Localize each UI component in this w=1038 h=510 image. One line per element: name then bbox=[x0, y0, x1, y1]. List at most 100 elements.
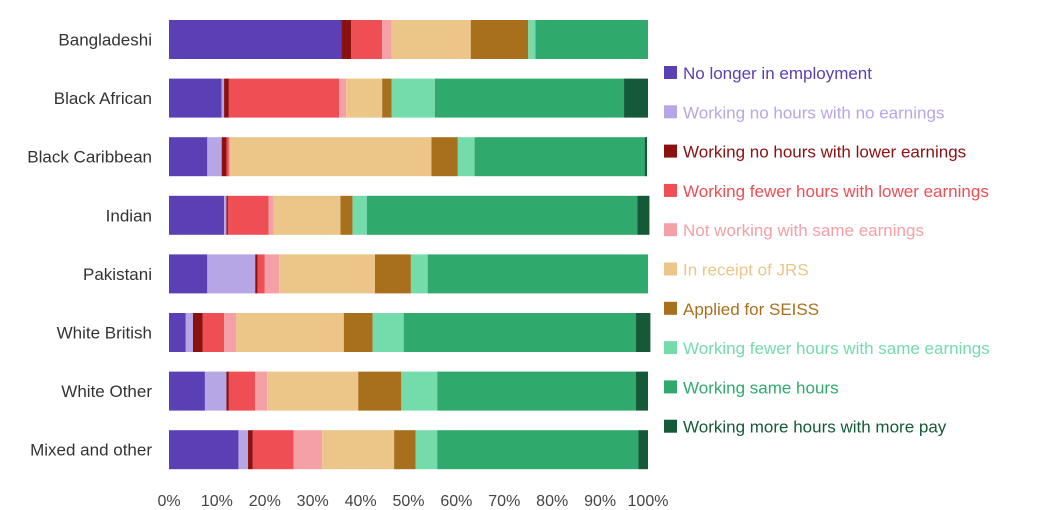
bar-black-african-working-same-hours bbox=[434, 78, 625, 118]
bar-mixed-and-other-not-working-with-same-earnings bbox=[293, 430, 323, 470]
bar-mixed-and-other-no-longer-in-employment bbox=[169, 430, 239, 470]
bar-pakistani-not-working-with-same-earnings bbox=[264, 254, 280, 294]
bar-black-caribbean-working-same-hours bbox=[474, 137, 645, 177]
legend-label-working-no-hours-with-lower-earnings: Working no hours with lower earnings bbox=[683, 143, 966, 162]
bar-black-african-not-working-with-same-earnings bbox=[339, 78, 347, 118]
bar-black-caribbean-working-more-hours-with-more-pay bbox=[644, 137, 648, 177]
category-label: Black Caribbean bbox=[27, 148, 152, 167]
x-tick-label: 30% bbox=[297, 493, 329, 510]
category-label: Black African bbox=[54, 89, 152, 108]
bar-black-caribbean-applied-for-seiss bbox=[431, 137, 458, 177]
x-tick-label: 50% bbox=[392, 493, 424, 510]
bar-white-british-working-same-hours bbox=[403, 313, 637, 352]
x-tick-label: 60% bbox=[440, 493, 472, 510]
category-label: Bangladeshi bbox=[58, 31, 152, 50]
bar-black-african-working-fewer-hours-with-lower-earnings bbox=[228, 78, 340, 118]
bar-mixed-and-other-applied-for-seiss bbox=[394, 430, 416, 470]
bar-black-caribbean-working-no-hours-with-lower-earnings bbox=[221, 137, 227, 177]
category-label: White British bbox=[57, 324, 152, 343]
bar-white-other-working-fewer-hours-with-lower-earnings bbox=[228, 371, 256, 411]
bar-white-british-not-working-with-same-earnings bbox=[224, 313, 237, 352]
bar-mixed-and-other-in-receipt-of-jrs bbox=[322, 430, 395, 470]
bar-indian-in-receipt-of-jrs bbox=[273, 195, 341, 235]
legend-swatch-working-same-hours bbox=[664, 380, 677, 394]
bar-white-british-in-receipt-of-jrs bbox=[236, 313, 344, 352]
bar-white-other-no-longer-in-employment bbox=[169, 371, 205, 411]
category-labels: Bangladeshi Black African Black Caribbean I… bbox=[27, 31, 152, 460]
bar-white-other-applied-for-seiss bbox=[358, 371, 402, 411]
bar-bangladeshi-no-longer-in-employment bbox=[169, 20, 342, 59]
x-tick-label: 80% bbox=[536, 493, 568, 510]
bar-indian-working-no-hours-with-no-earnings bbox=[224, 195, 227, 235]
bar-bangladeshi-not-working-with-same-earnings bbox=[382, 20, 392, 59]
legend-swatch-applied-for-seiss bbox=[664, 301, 677, 315]
x-axis-ticks: 0% 10% 20% 30% 40% 50% 60% 70% 80% 90% 100% bbox=[157, 493, 668, 510]
bar-black-african-in-receipt-of-jrs bbox=[346, 78, 383, 118]
legend-swatch-no-longer-in-employment bbox=[664, 66, 677, 79]
bar-pakistani-working-no-hours-with-no-earnings bbox=[207, 254, 256, 294]
bar-pakistani-working-no-hours-with-lower-earnings bbox=[255, 254, 258, 294]
x-tick-label: 90% bbox=[584, 493, 616, 510]
legend-swatch-working-fewer-hours-with-same-earnings bbox=[664, 341, 677, 355]
legend-swatch-working-more-hours-with-more-pay bbox=[664, 419, 677, 433]
bar-black-african-working-no-hours-with-lower-earnings bbox=[224, 78, 229, 118]
bar-pakistani-in-receipt-of-jrs bbox=[279, 254, 375, 294]
bar-white-other-working-same-hours bbox=[437, 371, 637, 411]
bar-bangladeshi-working-same-hours bbox=[535, 20, 648, 59]
bar-white-british-working-no-hours-with-no-earnings bbox=[185, 313, 193, 352]
category-label: Indian bbox=[106, 206, 152, 225]
legend-label-no-longer-in-employment: No longer in employment bbox=[683, 64, 872, 83]
bar-pakistani-applied-for-seiss bbox=[374, 254, 411, 294]
bar-indian-working-fewer-hours-with-lower-earnings bbox=[227, 195, 269, 235]
bar-black-african-working-no-hours-with-no-earnings bbox=[221, 78, 225, 118]
bar-mixed-and-other-working-fewer-hours-with-lower-earnings bbox=[252, 430, 294, 470]
bar-mixed-and-other-working-more-hours-with-more-pay bbox=[638, 430, 648, 470]
x-tick-label: 20% bbox=[249, 493, 281, 510]
x-tick-label: 0% bbox=[157, 493, 180, 510]
legend-label-applied-for-seiss: Applied for SEISS bbox=[683, 300, 819, 319]
category-label: White Other bbox=[61, 382, 152, 401]
bar-white-other-not-working-with-same-earnings bbox=[255, 371, 268, 411]
bar-white-british-working-fewer-hours-with-lower-earnings bbox=[202, 313, 225, 352]
legend-label-in-receipt-of-jrs: In receipt of JRS bbox=[683, 261, 809, 280]
legend-label-working-same-hours: Working same hours bbox=[683, 378, 839, 397]
bar-mixed-and-other-working-no-hours-with-no-earnings bbox=[238, 430, 249, 470]
legend-label-working-more-hours-with-more-pay: Working more hours with more pay bbox=[683, 418, 947, 437]
bar-bangladeshi-applied-for-seiss bbox=[470, 20, 529, 59]
bar-indian-working-same-hours bbox=[366, 195, 638, 235]
bar-black-caribbean-in-receipt-of-jrs bbox=[230, 137, 432, 177]
bar-mixed-and-other-working-no-hours-with-lower-earnings bbox=[248, 430, 253, 470]
bar-white-british-applied-for-seiss bbox=[343, 313, 373, 352]
legend-swatch-in-receipt-of-jrs bbox=[664, 262, 677, 276]
bars-layer bbox=[169, 20, 651, 470]
legend: No longer in employment Working no hours … bbox=[664, 64, 990, 437]
bar-black-african-working-fewer-hours-with-same-earnings bbox=[391, 78, 435, 118]
bar-indian-not-working-with-same-earnings bbox=[268, 195, 274, 235]
bar-white-other-working-more-hours-with-more-pay bbox=[636, 371, 648, 411]
bar-mixed-and-other-working-fewer-hours-with-same-earnings bbox=[415, 430, 438, 470]
bar-black-african-no-longer-in-employment bbox=[169, 78, 222, 118]
bar-white-other-working-fewer-hours-with-same-earnings bbox=[401, 371, 438, 411]
legend-swatch-not-working-with-same-earnings bbox=[664, 223, 677, 237]
bar-indian-no-longer-in-employment bbox=[169, 195, 225, 235]
legend-label-working-fewer-hours-with-same-earnings: Working fewer hours with same earnings bbox=[683, 339, 990, 358]
bar-white-other-working-no-hours-with-lower-earnings bbox=[226, 371, 229, 411]
bar-black-caribbean-working-no-hours-with-no-earnings bbox=[207, 137, 222, 177]
bar-indian-working-no-hours-with-lower-earnings bbox=[226, 195, 228, 235]
bar-white-british-working-no-hours-with-lower-earnings bbox=[192, 313, 203, 352]
category-label: Mixed and other bbox=[30, 441, 152, 460]
bar-white-british-no-longer-in-employment bbox=[169, 313, 186, 352]
legend-label-working-fewer-hours-with-lower-earnings: Working fewer hours with lower earnings bbox=[683, 182, 989, 201]
bar-bangladeshi-in-receipt-of-jrs bbox=[391, 20, 471, 59]
bar-indian-working-more-hours-with-more-pay bbox=[637, 195, 650, 235]
category-label: Pakistani bbox=[83, 265, 152, 284]
bar-mixed-and-other-working-same-hours bbox=[437, 430, 639, 470]
bar-pakistani-working-fewer-hours-with-same-earnings bbox=[410, 254, 428, 294]
legend-swatch-working-no-hours-with-lower-earnings bbox=[664, 144, 677, 158]
bar-bangladeshi-working-fewer-hours-with-lower-earnings bbox=[351, 20, 383, 59]
bar-white-british-working-fewer-hours-with-same-earnings bbox=[372, 313, 404, 352]
bar-white-other-in-receipt-of-jrs bbox=[267, 371, 359, 411]
bar-black-african-applied-for-seiss bbox=[382, 78, 392, 118]
bar-indian-working-fewer-hours-with-same-earnings bbox=[352, 195, 367, 235]
